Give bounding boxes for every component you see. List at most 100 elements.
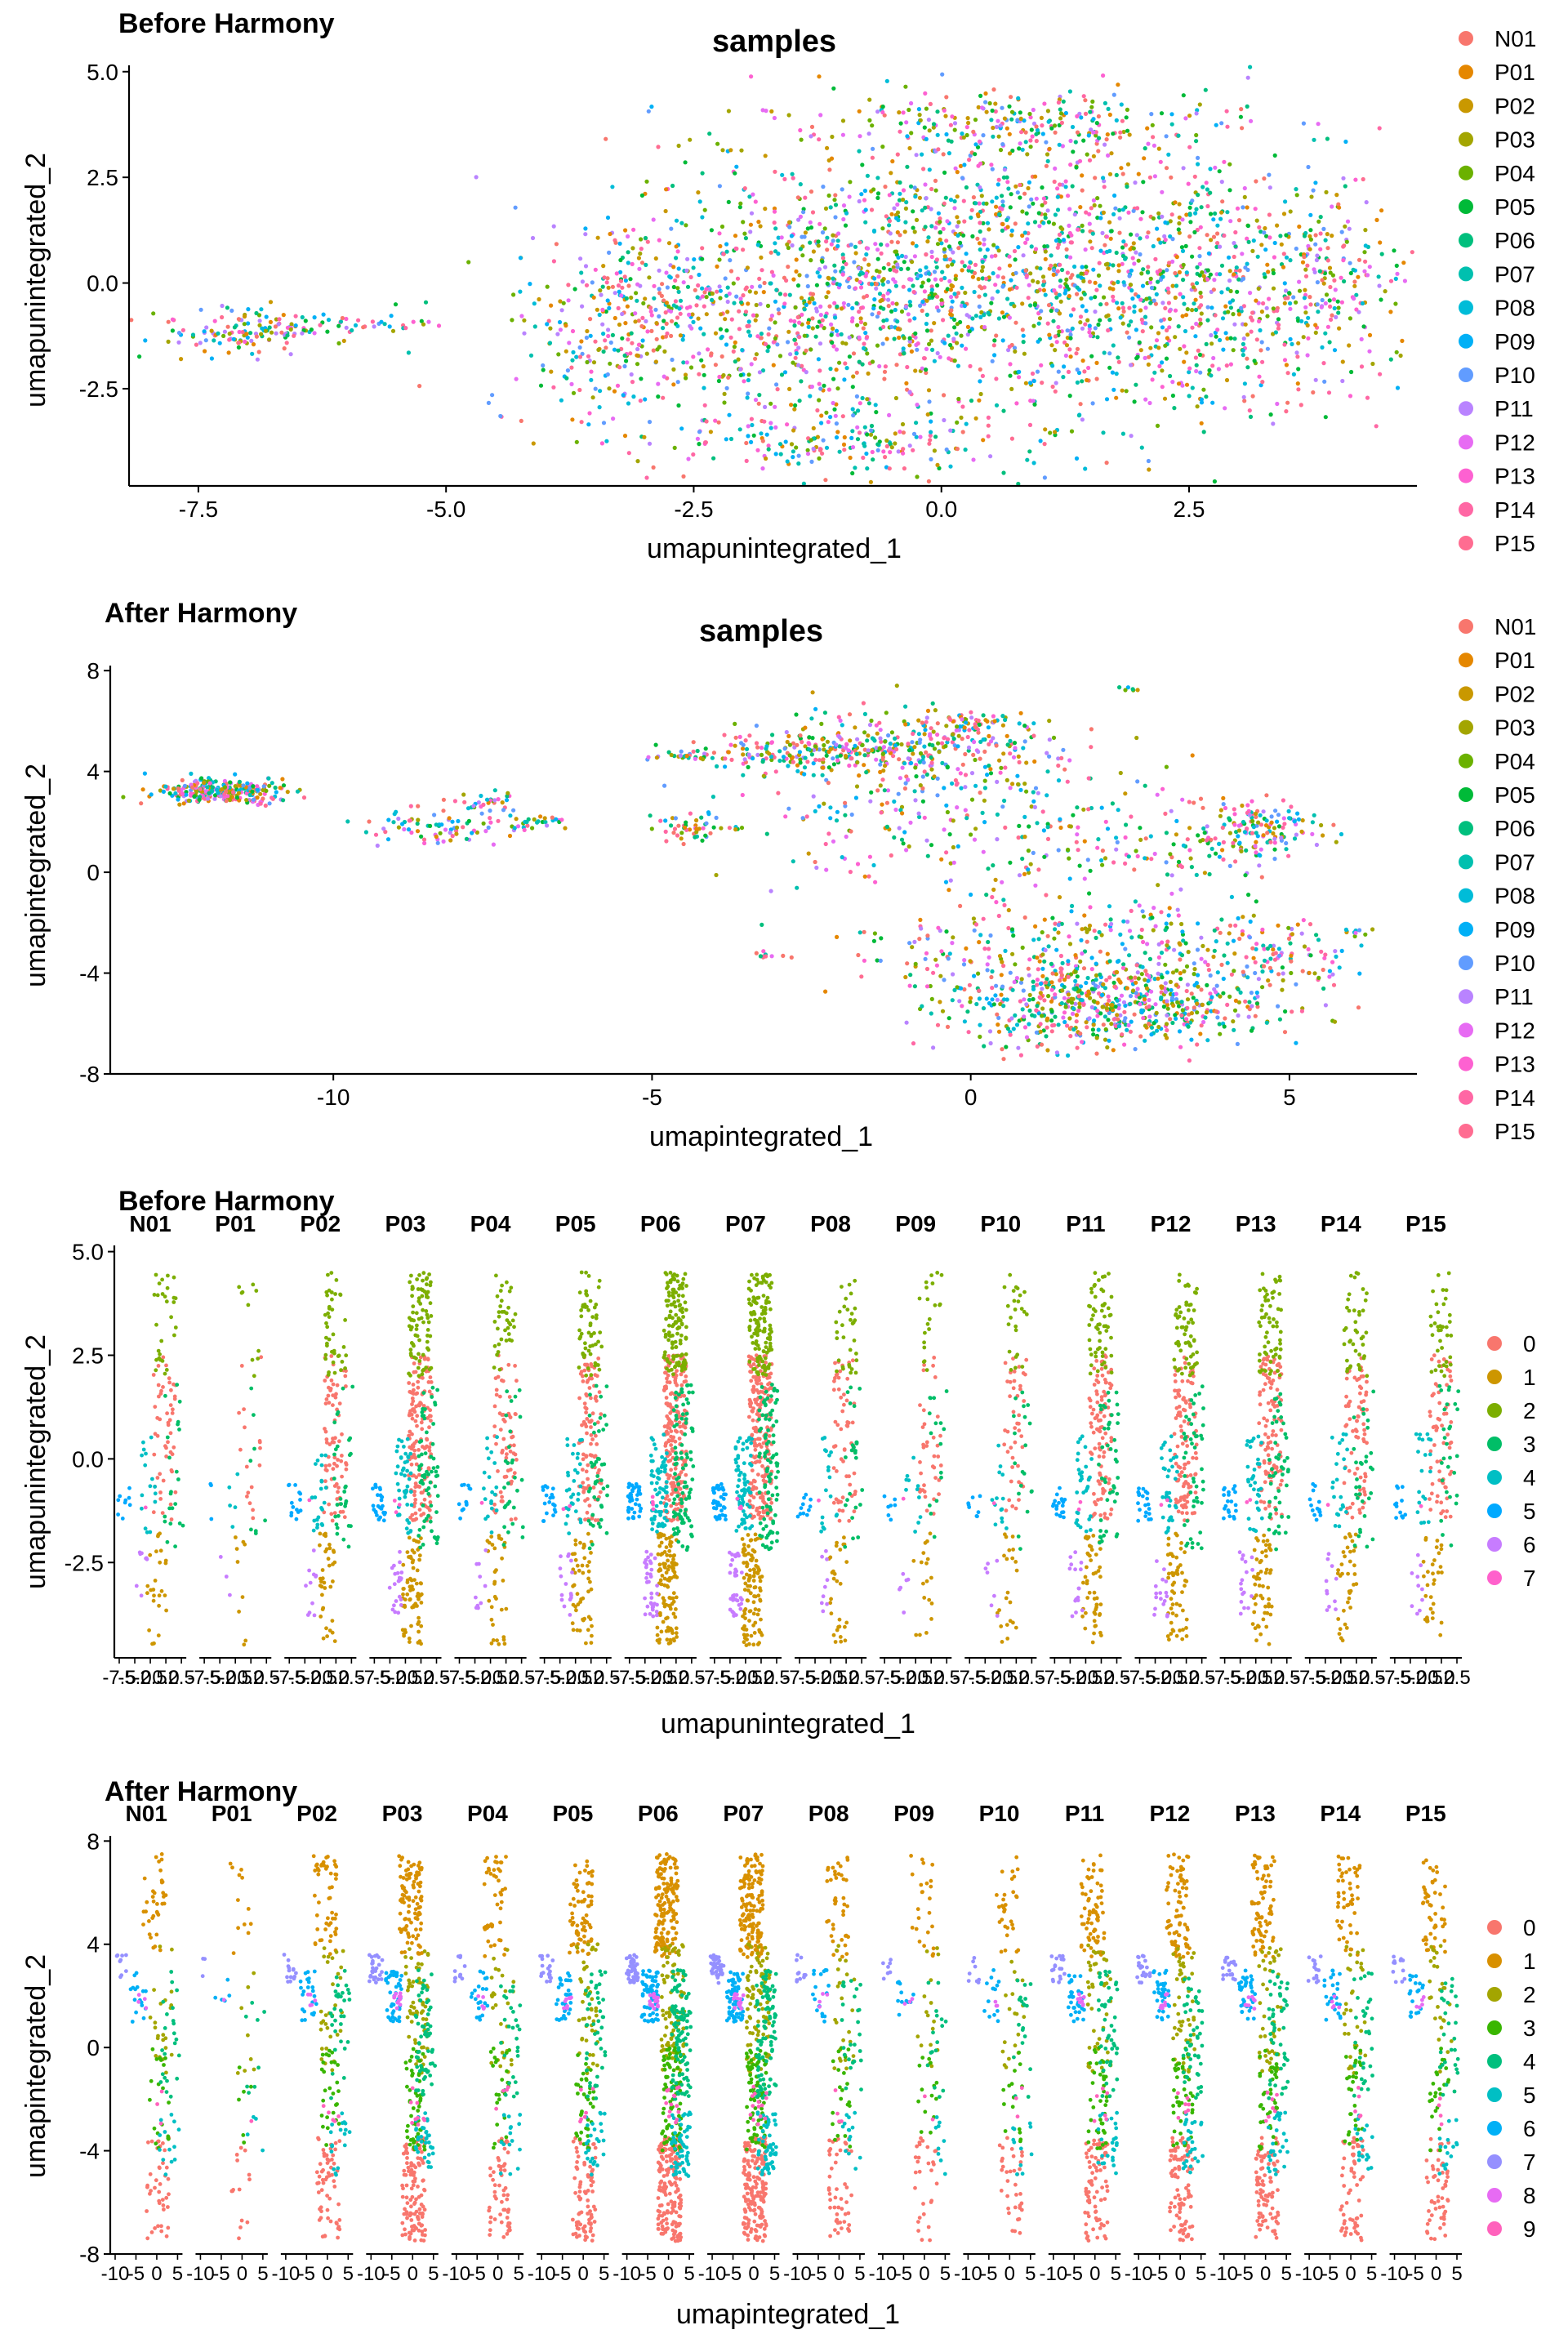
data-point <box>780 172 785 177</box>
data-point <box>1288 258 1293 263</box>
data-point <box>1021 253 1026 258</box>
data-point <box>984 893 989 898</box>
data-point <box>626 401 631 406</box>
data-point <box>960 717 964 722</box>
data-point <box>691 265 696 270</box>
data-point <box>1001 751 1006 756</box>
data-point <box>655 347 660 352</box>
data-point <box>899 837 905 842</box>
data-point <box>1065 328 1070 333</box>
data-point <box>1040 809 1045 814</box>
data-point <box>947 244 952 249</box>
data-point <box>929 419 933 424</box>
data-point <box>928 732 933 737</box>
data-point <box>1125 107 1129 112</box>
data-point <box>896 449 901 454</box>
data-point <box>768 281 773 286</box>
data-point <box>1205 277 1210 282</box>
data-point <box>1281 825 1285 831</box>
data-point <box>1148 834 1153 839</box>
data-point <box>1205 268 1210 273</box>
data-point <box>847 354 852 359</box>
data-point <box>1316 310 1321 314</box>
data-point <box>737 327 742 332</box>
data-point <box>973 783 978 788</box>
data-point <box>860 742 865 748</box>
data-point <box>647 275 652 280</box>
data-point <box>1080 379 1085 384</box>
data-point <box>1129 814 1134 819</box>
data-point <box>704 287 709 292</box>
data-point <box>691 740 696 745</box>
data-point <box>767 326 772 331</box>
data-point <box>714 872 719 878</box>
data-point <box>955 194 960 199</box>
data-point <box>1096 322 1101 327</box>
data-point <box>1258 229 1263 234</box>
data-point <box>1297 224 1302 229</box>
data-point <box>1063 353 1068 359</box>
data-point <box>920 308 924 314</box>
data-point <box>804 302 808 307</box>
data-point <box>1393 301 1398 306</box>
data-point <box>732 345 737 350</box>
data-point <box>948 878 953 883</box>
data-point <box>206 796 211 801</box>
data-point <box>381 826 386 831</box>
data-point <box>1170 283 1175 288</box>
data-point <box>844 341 849 346</box>
data-point <box>777 442 783 447</box>
data-point <box>804 370 808 375</box>
data-point <box>809 384 815 390</box>
data-point <box>1313 242 1318 247</box>
data-point <box>688 274 693 279</box>
data-point <box>844 261 849 266</box>
data-point <box>1212 479 1217 484</box>
data-point <box>978 367 982 372</box>
data-point <box>1232 812 1237 817</box>
data-point <box>939 277 944 282</box>
data-point <box>825 247 830 252</box>
data-point <box>656 381 661 386</box>
data-point <box>1217 169 1222 174</box>
data-point <box>1098 283 1102 288</box>
data-point <box>1079 115 1084 120</box>
data-point <box>758 301 763 306</box>
data-point <box>968 363 973 368</box>
data-point <box>791 859 795 864</box>
data-point <box>1007 104 1012 109</box>
data-point <box>584 335 590 341</box>
data-point <box>1143 856 1147 861</box>
data-point <box>1184 350 1189 355</box>
data-point <box>850 385 855 390</box>
data-point <box>676 403 681 408</box>
data-point <box>228 780 233 785</box>
data-point <box>939 741 945 746</box>
data-point <box>1185 307 1190 312</box>
data-point <box>751 313 756 318</box>
data-point <box>969 207 974 212</box>
data-point <box>962 163 967 167</box>
data-point <box>679 831 684 835</box>
data-point <box>1323 301 1328 306</box>
data-point <box>898 180 902 185</box>
data-point <box>869 790 874 795</box>
data-point <box>881 318 886 323</box>
panel-label: Before Harmony <box>118 8 335 39</box>
data-point <box>1089 246 1094 251</box>
data-point <box>1211 287 1216 292</box>
data-point <box>1045 825 1050 830</box>
data-point <box>929 760 934 765</box>
data-point <box>612 389 617 394</box>
data-point <box>1180 383 1185 388</box>
data-point <box>1236 218 1242 223</box>
data-point <box>578 256 583 261</box>
data-point <box>245 335 250 340</box>
data-point <box>837 449 842 454</box>
data-point <box>1336 305 1341 310</box>
data-point <box>1074 351 1079 356</box>
data-point <box>248 331 253 336</box>
data-point <box>960 343 964 348</box>
data-point <box>901 841 906 846</box>
data-point <box>994 204 999 209</box>
